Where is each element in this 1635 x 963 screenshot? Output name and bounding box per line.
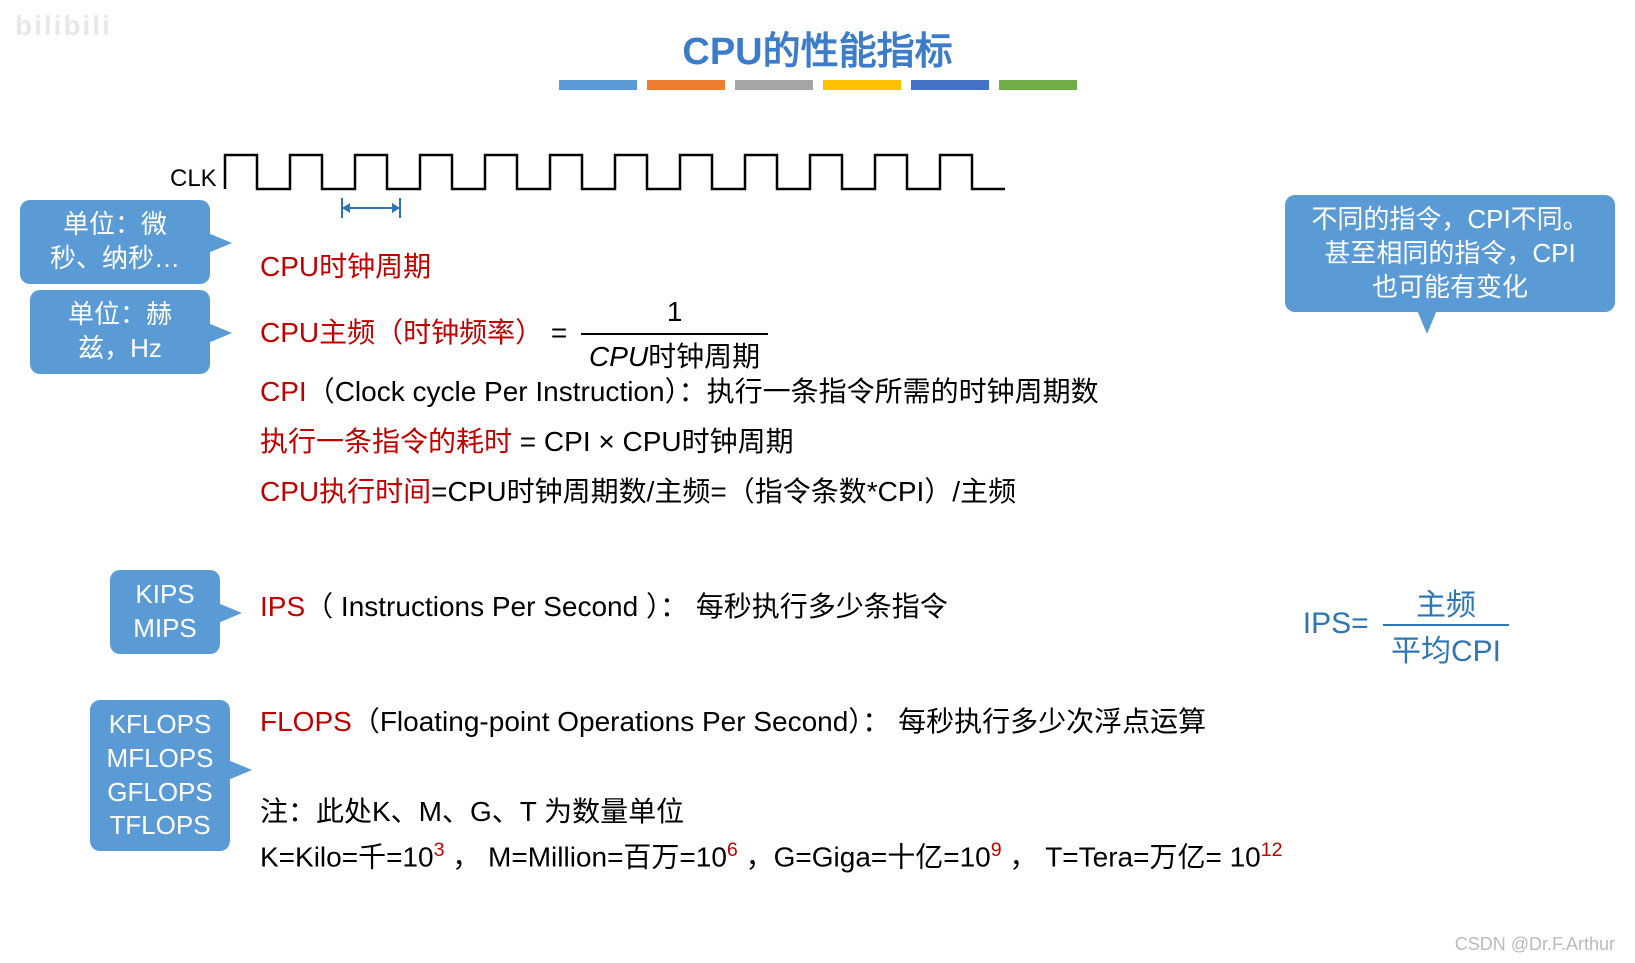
page-title: CPU的性能指标 [0,20,1635,75]
callout-flops-units: KFLOPSMFLOPSGFLOPSTFLOPS [90,700,230,851]
line-unit-scale: K=Kilo=千=103 ， M=Million=百万=106 ，G=Giga=… [260,835,1283,879]
line-instruction-time: 执行一条指令的耗时 = CPI × CPU时钟周期 [260,420,794,463]
line-note-units: 注：此处K、M、G、T 为数量单位 [260,790,684,833]
watermark-bottom-right: CSDN @Dr.F.Arthur [1455,934,1615,955]
line-cpu-frequency: CPU主频（时钟频率） = 1CPUCPU时钟周期时钟周期 [260,290,774,379]
line-cpu-clock-period: CPU时钟周期 [260,245,431,288]
clk-label: CLK [170,165,217,193]
line-ips: IPS（ Instructions Per Second ）： 每秒执行多少条指… [260,585,948,628]
line-cpi: CPI（Clock cycle Per Instruction）：执行一条指令所… [260,370,1099,413]
ips-formula: IPS= 主频平均CPI [1303,580,1515,670]
line-flops: FLOPS（Floating-point Operations Per Seco… [260,700,1206,743]
callout-cpi-diff: 不同的指令，CPI不同。甚至相同的指令，CPI也可能有变化 [1285,195,1615,312]
callout-unit-micro: 单位：微秒、纳秒… [20,200,210,284]
callout-ips-units: KIPSMIPS [110,570,220,654]
color-bar-strip [559,80,1077,90]
period-arrow [340,198,402,218]
clock-waveform: CLK [220,150,1050,225]
line-cpu-exec-time: CPU执行时间=CPU时钟周期数/主频=（指令条数*CPI）/主频 [260,470,1016,513]
callout-unit-hz: 单位：赫兹，Hz [30,290,210,374]
